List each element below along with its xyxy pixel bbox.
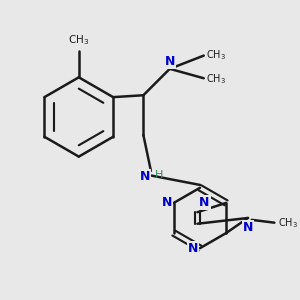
Text: N: N: [188, 242, 198, 255]
Text: N: N: [243, 221, 253, 234]
Text: CH$_3$: CH$_3$: [278, 216, 298, 230]
Text: CH$_3$: CH$_3$: [68, 33, 89, 47]
Text: CH$_3$: CH$_3$: [206, 48, 226, 62]
Text: N: N: [199, 196, 210, 209]
Text: CH$_3$: CH$_3$: [206, 72, 226, 86]
Text: N: N: [162, 196, 172, 209]
Text: N: N: [140, 170, 150, 183]
Text: N: N: [165, 55, 175, 68]
Text: H: H: [155, 170, 163, 180]
